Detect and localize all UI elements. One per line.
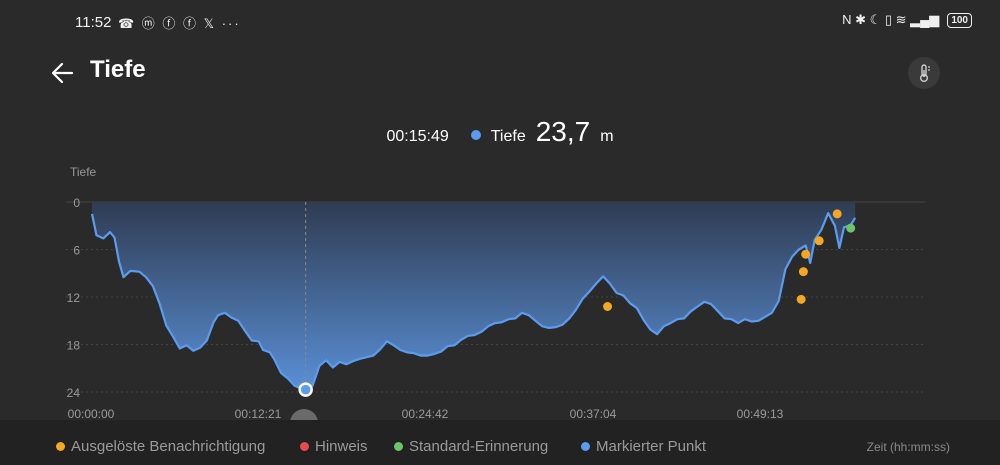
notification-marker[interactable] bbox=[798, 267, 808, 277]
notification-marker[interactable] bbox=[796, 294, 806, 304]
arrow-left-icon bbox=[51, 62, 74, 84]
back-button[interactable] bbox=[48, 58, 78, 88]
legend-hint: Hinweis bbox=[300, 438, 368, 455]
reminder-marker[interactable] bbox=[846, 223, 856, 233]
legend-notification-label: Ausgelöste Benachrichtigung bbox=[71, 438, 266, 455]
notification-marker[interactable] bbox=[801, 249, 811, 259]
depth-readout: 00:15:49 Tiefe 23,7 m bbox=[0, 116, 1000, 147]
legend-notification: Ausgelöste Benachrichtigung bbox=[56, 438, 265, 455]
y-tick-label: 0 bbox=[73, 196, 80, 210]
depth-area bbox=[92, 202, 856, 390]
x-tick-label: 00:37:04 bbox=[570, 407, 617, 420]
notification-marker[interactable] bbox=[832, 209, 842, 219]
legend-marked: Markierter Punkt bbox=[581, 438, 706, 455]
thermometer-icon bbox=[919, 64, 930, 82]
legend-reminder: Standard-Erinnerung bbox=[394, 438, 548, 455]
notification-marker[interactable] bbox=[603, 302, 613, 311]
y-tick-label: 24 bbox=[67, 386, 81, 400]
x-ticks: 00:00:00 00:12:21 00:24:42 00:37:04 00:49:13 bbox=[68, 407, 784, 420]
thermometer-button[interactable] bbox=[908, 57, 940, 89]
marked-dot-icon bbox=[581, 442, 590, 451]
page-title: Tiefe bbox=[90, 56, 146, 83]
depth-line bbox=[90, 212, 857, 391]
x-axis-unit-label: Zeit (hh:mm:ss) bbox=[866, 440, 950, 454]
readout-time: 00:15:49 bbox=[386, 128, 449, 145]
readout-unit: m bbox=[600, 128, 614, 145]
readout-value: 23,7 bbox=[535, 116, 591, 147]
readout-marker-dot bbox=[470, 130, 481, 140]
y-tick-label: 6 bbox=[73, 244, 80, 258]
y-axis-label: Tiefe bbox=[70, 165, 97, 179]
reminder-dot-icon bbox=[394, 442, 403, 451]
y-ticks: 0 6 12 18 24 bbox=[67, 196, 81, 400]
legend-hint-label: Hinweis bbox=[315, 438, 368, 455]
header: Tiefe bbox=[0, 52, 1000, 96]
system-icons: N ✱ ☾ ▯ ≋ ▂▄▆ 100 bbox=[842, 12, 972, 28]
x-tick-label: 00:12:21 bbox=[235, 407, 282, 420]
y-tick-label: 12 bbox=[67, 291, 81, 305]
legend-marked-label: Markierter Punkt bbox=[596, 438, 707, 455]
x-tick-label: 00:49:13 bbox=[737, 407, 784, 420]
notification-dot-icon bbox=[56, 442, 65, 451]
marked-point[interactable] bbox=[298, 382, 313, 397]
notification-icons: ☎ ⓜ ⓕ ⓕ 𝕏 ··· bbox=[118, 16, 241, 31]
readout-label: Tiefe bbox=[490, 128, 526, 145]
x-tick-label: 00:24:42 bbox=[402, 407, 449, 420]
connectivity-icons: N ✱ ☾ ▯ ≋ ▂▄▆ bbox=[842, 12, 940, 27]
x-tick-label: 00:00:00 bbox=[68, 407, 115, 420]
status-time: 11:52 bbox=[75, 14, 112, 31]
y-tick-label: 18 bbox=[67, 339, 81, 353]
event-markers bbox=[298, 209, 856, 397]
battery-icon: 100 bbox=[947, 12, 972, 28]
legend-reminder-label: Standard-Erinnerung bbox=[409, 438, 549, 455]
status-bar: 11:52 ☎ ⓜ ⓕ ⓕ 𝕏 ··· N ✱ ☾ ▯ ≋ ▂▄▆ 100 bbox=[0, 0, 1000, 44]
hint-dot-icon bbox=[300, 442, 309, 451]
notification-marker[interactable] bbox=[814, 236, 824, 246]
legend-bar: Ausgelöste Benachrichtigung Hinweis Stan… bbox=[0, 420, 1000, 465]
